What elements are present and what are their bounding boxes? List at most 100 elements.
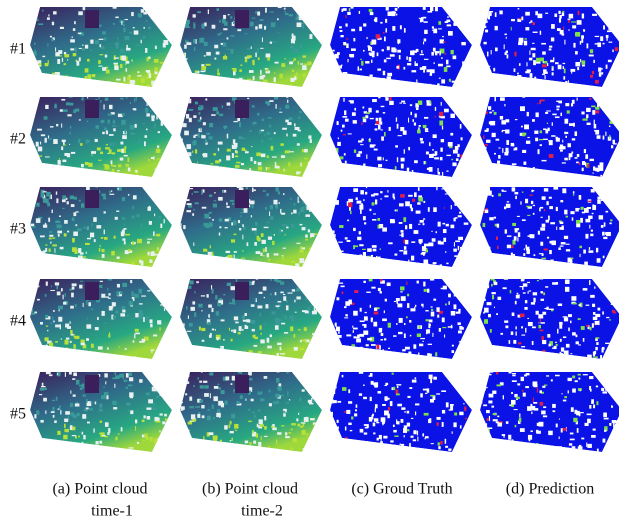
building (570, 321, 571, 324)
building (410, 112, 412, 115)
building (417, 333, 421, 337)
building (135, 170, 137, 172)
building (367, 248, 372, 252)
building (541, 299, 545, 301)
building (561, 242, 566, 244)
building (315, 398, 319, 401)
building (289, 5, 292, 7)
building (414, 230, 419, 234)
building (290, 326, 293, 331)
building (245, 441, 248, 444)
building (447, 24, 451, 26)
building (157, 146, 159, 148)
building (592, 304, 595, 307)
building (569, 443, 572, 445)
building (104, 392, 109, 395)
building (541, 84, 544, 89)
building (266, 167, 267, 170)
building (364, 316, 368, 320)
building (308, 307, 310, 310)
building (154, 442, 158, 444)
building (227, 149, 231, 152)
building (284, 316, 286, 320)
building (187, 355, 189, 357)
building (101, 237, 104, 239)
building (453, 286, 456, 291)
building (43, 191, 47, 192)
building (304, 417, 309, 422)
building (396, 394, 400, 396)
building (188, 372, 190, 377)
building (382, 354, 385, 356)
building (210, 245, 211, 248)
building (270, 42, 272, 44)
building (137, 214, 140, 217)
building (363, 385, 365, 386)
building (298, 413, 299, 415)
building (528, 322, 533, 326)
building (237, 118, 240, 121)
building (520, 443, 523, 446)
building (253, 345, 257, 347)
building (507, 201, 509, 202)
building (597, 42, 601, 47)
building (306, 206, 311, 210)
building (545, 75, 546, 79)
building (180, 402, 183, 403)
building (432, 149, 434, 150)
building (278, 168, 280, 171)
building (288, 162, 290, 166)
building (542, 51, 546, 54)
building (66, 348, 68, 350)
building (502, 148, 503, 153)
building (492, 133, 496, 137)
building (590, 234, 593, 237)
building (260, 398, 265, 401)
building (331, 20, 334, 22)
building (82, 414, 86, 419)
building (514, 192, 518, 194)
building (72, 287, 75, 290)
building (517, 78, 518, 80)
building (342, 387, 346, 391)
building (120, 64, 123, 68)
building (395, 145, 398, 147)
building (433, 207, 437, 212)
building (536, 311, 539, 315)
building (300, 224, 303, 226)
building (612, 296, 616, 297)
building (303, 73, 305, 77)
building (599, 72, 602, 77)
building (521, 346, 525, 347)
building (91, 344, 94, 348)
building (335, 200, 339, 205)
building (70, 390, 71, 393)
building (605, 343, 610, 344)
building (147, 239, 152, 240)
building (603, 137, 605, 138)
building (353, 228, 356, 231)
building (59, 158, 60, 159)
building (99, 404, 102, 408)
building (222, 105, 223, 108)
building (308, 345, 312, 347)
building (410, 104, 412, 106)
building (608, 27, 612, 30)
building (572, 376, 575, 379)
building (533, 292, 537, 295)
building (113, 165, 117, 167)
building (55, 47, 56, 51)
building (186, 152, 191, 156)
building (305, 214, 310, 217)
building (338, 242, 343, 243)
building (32, 288, 35, 292)
building (396, 14, 398, 16)
building (460, 297, 463, 301)
building (508, 435, 511, 440)
building (194, 312, 196, 317)
building (366, 185, 367, 188)
building (79, 119, 81, 120)
building (82, 442, 84, 444)
building (336, 297, 339, 300)
building (93, 428, 94, 432)
